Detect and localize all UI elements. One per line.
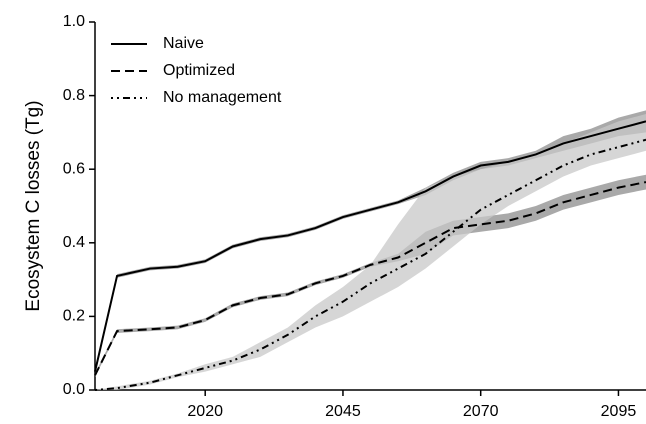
uncertainty-band [95, 114, 646, 390]
x-tick-label: 2095 [601, 403, 637, 420]
legend-label: Optimized [163, 62, 235, 79]
legend-label: Naive [163, 35, 204, 52]
series-line [94, 138, 646, 391]
y-tick-label: 0.0 [63, 381, 85, 398]
y-tick-label: 1.0 [63, 13, 85, 30]
y-tick-label: 0.8 [63, 87, 85, 104]
x-tick-label: 2045 [325, 403, 361, 420]
series-line [94, 120, 646, 372]
series-line [94, 181, 646, 376]
y-tick-label: 0.6 [63, 160, 85, 177]
y-tick-label: 0.4 [63, 234, 85, 251]
x-tick-label: 2020 [187, 403, 223, 420]
x-tick-label: 2070 [463, 403, 499, 420]
legend-label: No management [163, 89, 282, 106]
y-axis-label: Ecosystem C losses (Tg) [23, 100, 44, 311]
y-tick-label: 0.2 [63, 308, 85, 325]
uncertainty-band [95, 174, 646, 378]
